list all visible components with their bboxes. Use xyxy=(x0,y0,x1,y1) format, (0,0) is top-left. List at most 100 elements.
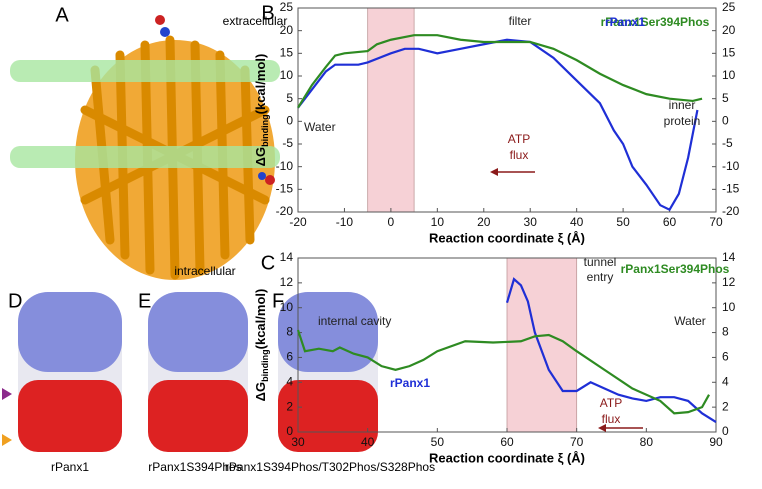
x-tick-label: 90 xyxy=(709,435,723,449)
y-axis-label-sub: binding xyxy=(260,349,270,382)
y-axis-label-main: ΔG xyxy=(253,147,268,166)
series-label: rPanx1 xyxy=(390,376,430,390)
region-label: intracellular xyxy=(174,264,235,278)
y-tick-label: 15 xyxy=(280,46,294,60)
annotation: entry xyxy=(587,270,614,284)
series-line xyxy=(505,277,717,423)
y2-tick-label: 8 xyxy=(722,325,729,339)
y2-tick-label: 4 xyxy=(722,374,729,388)
region-label: extracellular xyxy=(223,14,288,28)
x-tick-label: 70 xyxy=(709,215,723,229)
x-tick-label: 60 xyxy=(500,435,514,449)
annotation: ATP xyxy=(508,132,530,146)
y-axis-label-unit: (kcal/mol) xyxy=(253,54,268,115)
y-tick-label: 10 xyxy=(280,300,294,314)
panel-letter: B xyxy=(261,2,274,24)
y-axis-label-main: ΔG xyxy=(253,382,268,401)
y-tick-label: 12 xyxy=(280,275,294,289)
panel-letter: E xyxy=(138,290,151,312)
y-axis-label-unit: (kcal/mol) xyxy=(253,289,268,350)
x-tick-label: 10 xyxy=(431,215,445,229)
y2-tick-label: -15 xyxy=(722,182,740,196)
y2-tick-label: 6 xyxy=(722,350,729,364)
y2-tick-label: 5 xyxy=(722,91,729,105)
y-tick-label: 0 xyxy=(286,114,293,128)
x-tick-label: 40 xyxy=(570,215,584,229)
protein-illustration xyxy=(10,15,280,280)
y2-tick-label: 2 xyxy=(722,399,729,413)
y2-tick-label: 10 xyxy=(722,300,736,314)
shaded-region xyxy=(506,257,578,433)
annotation: inner xyxy=(669,98,696,112)
x-tick-label: 30 xyxy=(291,435,305,449)
flux-arrowhead xyxy=(490,168,498,176)
y2-tick-label: 12 xyxy=(722,275,736,289)
y-tick-label: 10 xyxy=(280,68,294,82)
y-axis-label: ΔGbinding(kcal/mol) xyxy=(253,289,270,402)
y-tick-label: 0 xyxy=(286,424,293,438)
y2-tick-label: 0 xyxy=(722,114,729,128)
y-tick-label: 5 xyxy=(286,91,293,105)
annotation: flux xyxy=(602,412,621,426)
y-tick-label: 4 xyxy=(286,374,293,388)
annotation: protein xyxy=(664,114,701,128)
y2-tick-label: 25 xyxy=(722,0,736,14)
panel-letter: A xyxy=(55,4,69,26)
x-tick-label: -10 xyxy=(336,215,354,229)
annotation: ATP xyxy=(600,396,622,410)
y-tick-label: -20 xyxy=(276,204,294,218)
caption: rPanx1 xyxy=(51,460,89,474)
series-label: rPanx1Ser394Phos xyxy=(601,15,710,29)
x-tick-label: 50 xyxy=(431,435,445,449)
x-tick-label: 50 xyxy=(616,215,630,229)
y-tick-label: 14 xyxy=(280,250,294,264)
panel-letter: F xyxy=(272,290,284,312)
x-tick-label: 40 xyxy=(361,435,375,449)
y2-tick-label: -5 xyxy=(722,136,733,150)
panel-letter: D xyxy=(8,290,22,312)
annotation: filter xyxy=(509,14,532,28)
y-tick-label: 6 xyxy=(286,350,293,364)
y-tick-label: -5 xyxy=(282,136,293,150)
y2-tick-label: 10 xyxy=(722,68,736,82)
annotation: tunnel xyxy=(584,255,617,269)
y-axis-label: ΔGbinding(kcal/mol) xyxy=(253,54,270,167)
y2-tick-label: 14 xyxy=(722,250,736,264)
x-tick-label: 0 xyxy=(388,215,395,229)
y-tick-label: -10 xyxy=(276,159,294,173)
shaded-region xyxy=(367,7,415,213)
y-tick-label: 2 xyxy=(286,399,293,413)
y2-tick-label: 15 xyxy=(722,46,736,60)
x-tick-label: 30 xyxy=(524,215,538,229)
x-tick-label: -20 xyxy=(289,215,307,229)
y-axis-label-sub: binding xyxy=(260,114,270,147)
x-tick-label: 20 xyxy=(477,215,491,229)
x-axis-label: Reaction coordinate ξ (Å) xyxy=(429,450,585,465)
x-tick-label: 80 xyxy=(640,435,654,449)
y-tick-label: 8 xyxy=(286,325,293,339)
x-axis-label: Reaction coordinate ξ (Å) xyxy=(429,230,585,245)
surface-renders xyxy=(2,292,378,452)
y2-tick-label: -10 xyxy=(722,159,740,173)
annotation: Water xyxy=(304,120,336,134)
y-tick-label: 25 xyxy=(280,0,294,14)
y2-tick-label: 0 xyxy=(722,424,729,438)
series-line xyxy=(297,38,699,212)
y2-tick-label: 20 xyxy=(722,23,736,37)
caption: rPanx1S394Phos/T302Phos/S328Phos xyxy=(225,460,435,474)
annotation: flux xyxy=(510,148,529,162)
annotation: Water xyxy=(674,314,706,328)
series-line xyxy=(297,34,703,109)
series-line xyxy=(296,329,710,415)
caption: rPanx1S394Phos xyxy=(148,460,241,474)
flux-arrowhead xyxy=(598,424,606,432)
panel-letter: C xyxy=(261,252,275,274)
series-label: rPanx1 xyxy=(605,15,645,29)
series-label: rPanx1Ser394Phos xyxy=(621,262,730,276)
x-tick-label: 70 xyxy=(570,435,584,449)
plot-frame xyxy=(297,7,717,213)
y-tick-label: -15 xyxy=(276,182,294,196)
y2-tick-label: -20 xyxy=(722,204,740,218)
